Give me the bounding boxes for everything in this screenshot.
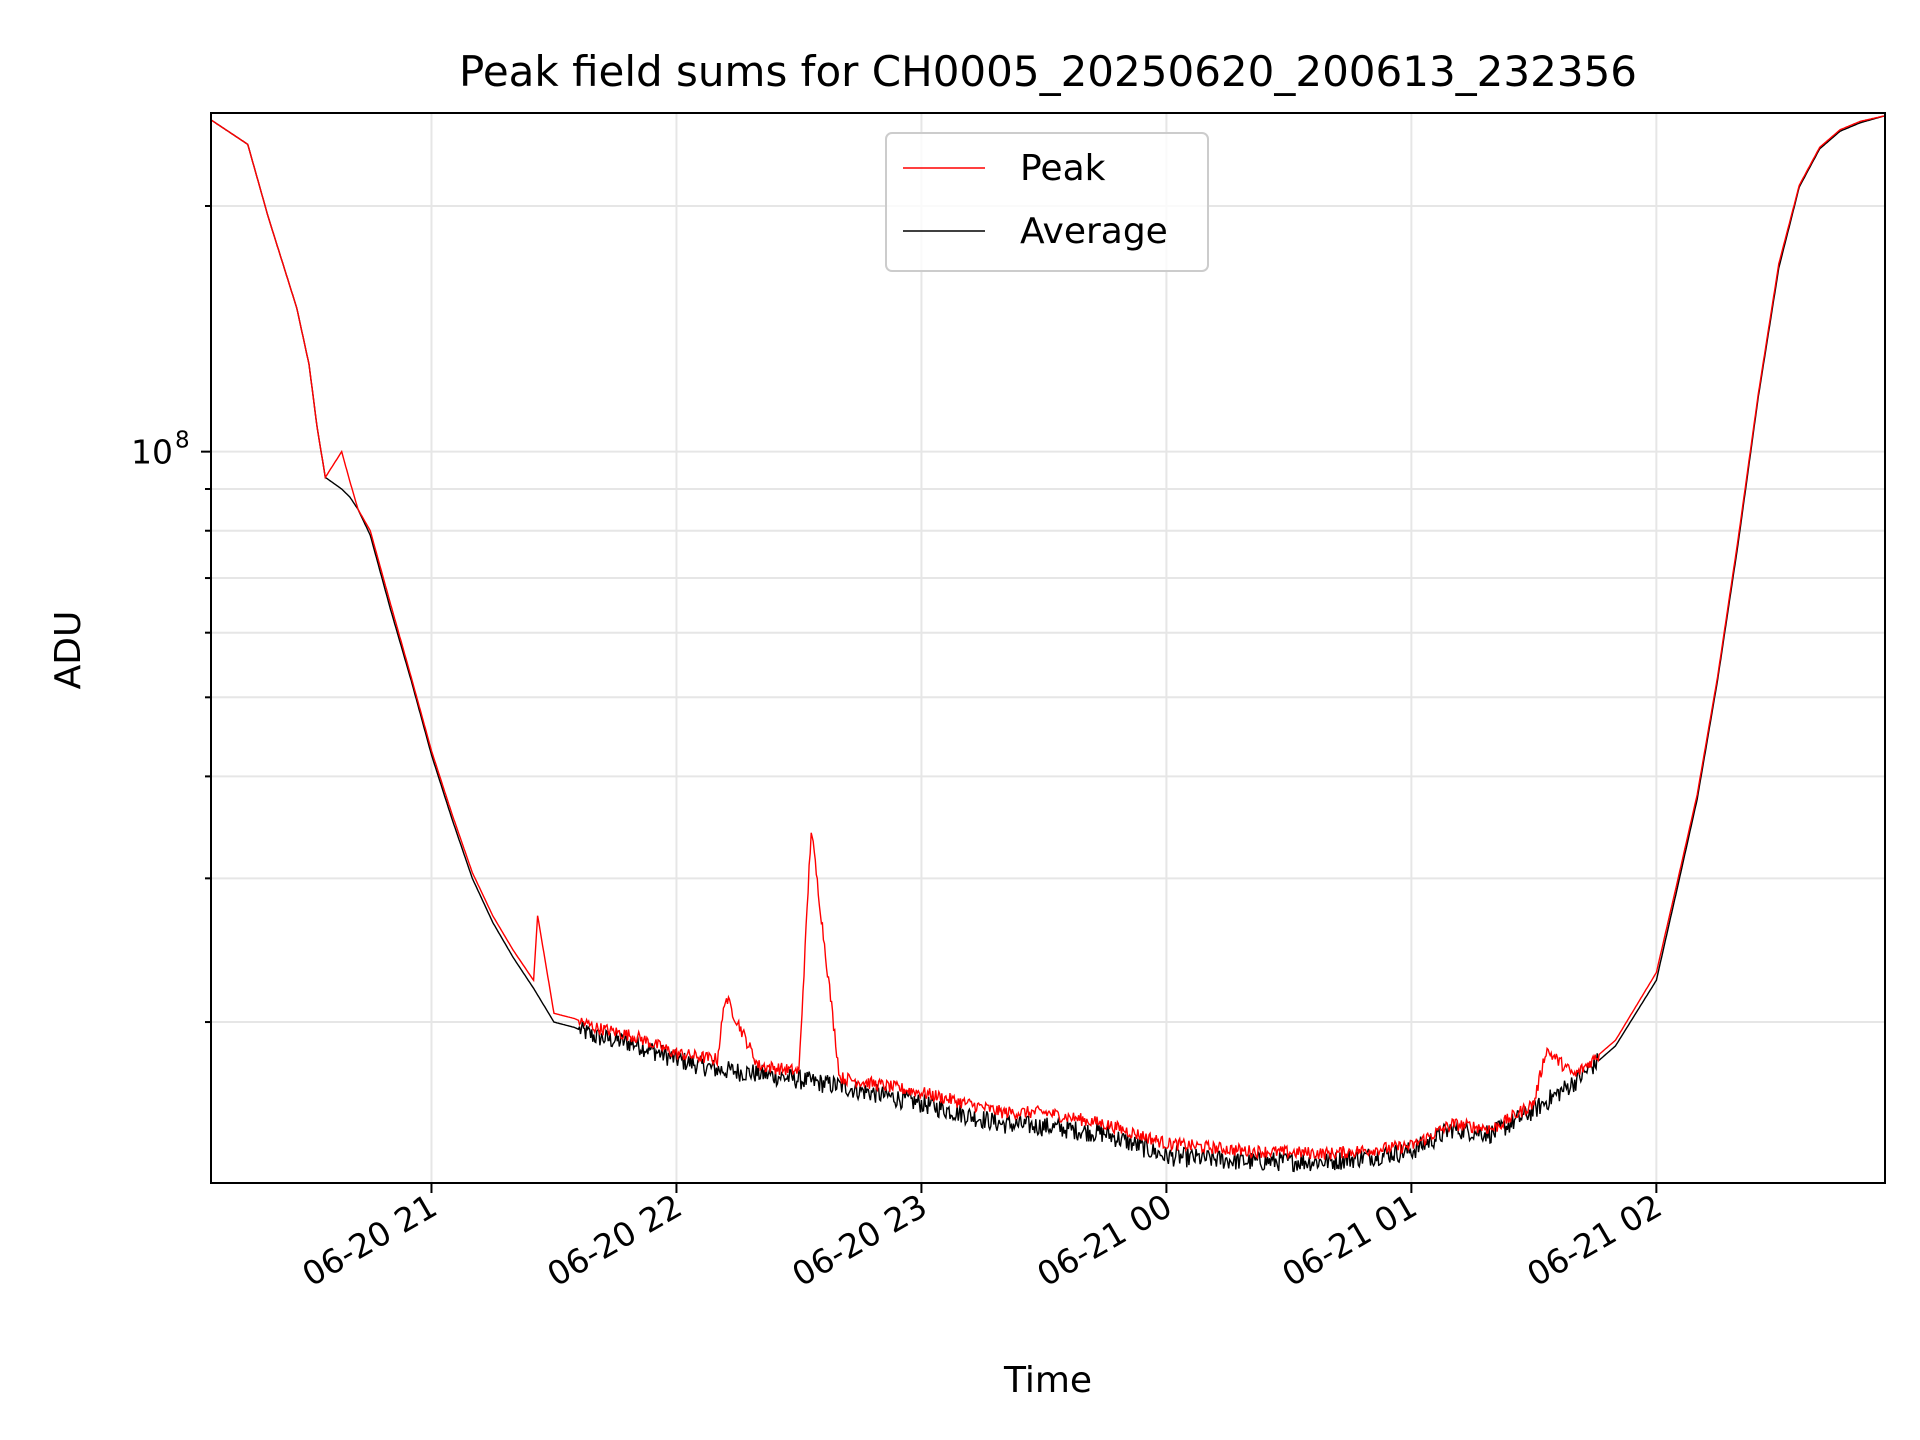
series-line-peak bbox=[211, 115, 1885, 1160]
y-tick-label-exponent: 8 bbox=[175, 428, 190, 454]
legend-label-average: Average bbox=[1020, 211, 1168, 252]
y-axis-label: ADU bbox=[48, 611, 89, 690]
chart-title: Peak field sums for CH0005_20250620_2006… bbox=[459, 47, 1637, 96]
series-line-average bbox=[211, 115, 1885, 1173]
legend-label-peak: Peak bbox=[1020, 148, 1106, 189]
y-tick-label-base: 10 bbox=[131, 433, 173, 472]
series-layer bbox=[211, 115, 1885, 1173]
plot-frame bbox=[210, 112, 1886, 1184]
x-axis-label: Time bbox=[1003, 1360, 1092, 1401]
grid bbox=[211, 113, 1885, 1183]
legend: Peak Average bbox=[885, 132, 1209, 272]
